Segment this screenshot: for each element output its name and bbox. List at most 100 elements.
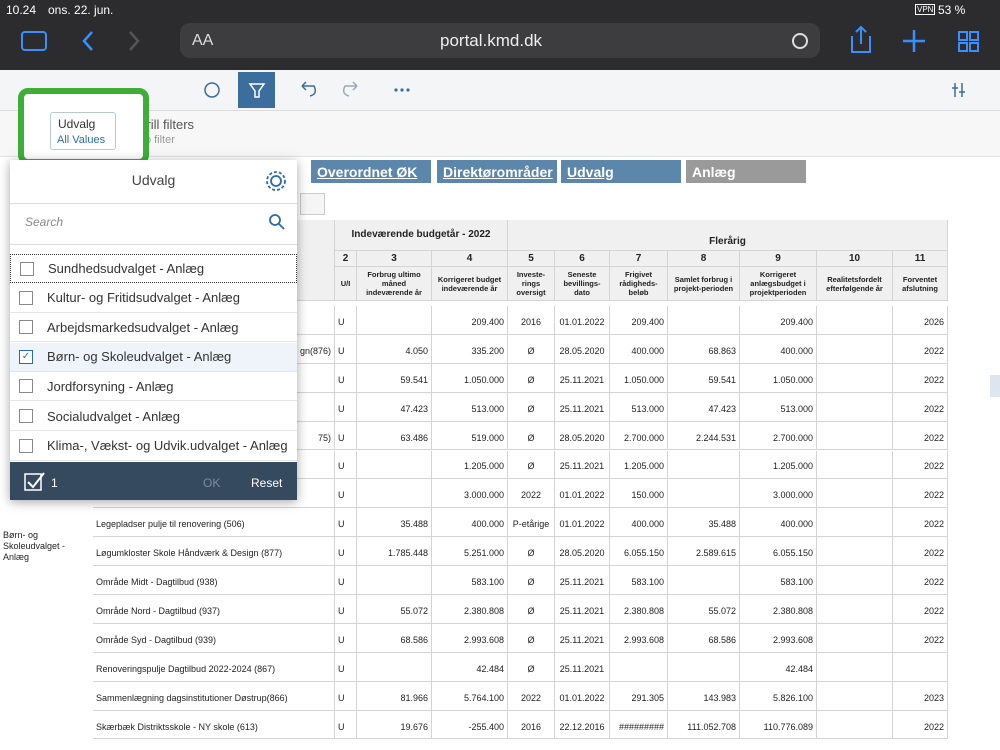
column-header: Samlet forbrug i projekt-perioden [668, 267, 740, 301]
chip-label: Udvalg [58, 117, 96, 131]
dimension-button[interactable]: Direktørområder [437, 160, 557, 183]
table-cell [357, 566, 432, 595]
table-cell: U [335, 392, 357, 422]
table-cell: Ø [508, 623, 555, 653]
table-cell [610, 652, 668, 682]
column-number: 3 [357, 251, 432, 267]
table-cell [668, 306, 740, 335]
ok-button[interactable]: OK [203, 476, 221, 490]
table-cell [357, 652, 432, 682]
table-cell: 63.486 [357, 421, 432, 451]
checkbox[interactable] [19, 409, 33, 423]
dropdown-item[interactable]: Socialudvalget - Anlæg [10, 402, 297, 431]
table-cell [668, 566, 740, 595]
dropdown-item[interactable]: ✓ Børn- og Skoleudvalget - Anlæg [10, 342, 297, 372]
undo-icon[interactable] [301, 81, 317, 97]
table-cell: 3.000.000 [740, 479, 817, 509]
table-cell: 150.000 [610, 479, 668, 509]
column-header: Seneste bevillings-dato [555, 267, 610, 301]
table-cell: 42.484 [740, 652, 817, 682]
table-cell: 01.01.2022 [555, 479, 610, 509]
table-cell: 1.205.000 [432, 450, 508, 480]
column-number: 7 [610, 251, 668, 267]
dropdown-item[interactable]: Klima-, Vækst- og Udvik.udvalget - Anlæg [10, 432, 297, 461]
table-cell: 583.100 [432, 566, 508, 595]
redo-icon[interactable] [342, 81, 358, 97]
dimension-button[interactable]: Udvalg [561, 160, 681, 183]
checkbox[interactable] [19, 290, 33, 305]
table-cell: U [335, 537, 357, 567]
new-tab-icon[interactable] [903, 30, 925, 52]
column-number: 9 [740, 251, 817, 267]
table-cell: 335.200 [432, 334, 508, 364]
column-header: Korrigeret budget indeværende år [432, 267, 508, 301]
refresh-icon[interactable] [204, 82, 220, 98]
reset-button[interactable]: Reset [251, 476, 283, 490]
row-name [93, 479, 335, 509]
checkbox[interactable] [19, 320, 33, 335]
table-cell: Ø [508, 421, 555, 451]
select-all-icon[interactable] [24, 471, 46, 493]
item-label: Børn- og Skoleudvalget - Anlæg [47, 349, 232, 365]
input-box[interactable] [300, 193, 325, 215]
dropdown-item[interactable]: Arbejdsmarkedsudvalget - Anlæg [10, 313, 297, 343]
checkbox[interactable]: ✓ [19, 349, 33, 364]
row-name: Sammenlægning dagsinstitutioner Døstrup(… [93, 681, 335, 711]
table-cell: 2022 [893, 450, 948, 480]
checkbox[interactable] [19, 438, 33, 453]
table-cell: U [335, 363, 357, 393]
share-icon[interactable] [851, 25, 871, 53]
row-name: Renoveringspulje Dagtilbud 2022-2024 (86… [93, 652, 335, 682]
url-field[interactable] [180, 23, 820, 58]
settings-icon[interactable] [952, 83, 965, 97]
table-cell: Ø [508, 334, 555, 364]
back-icon[interactable] [82, 31, 93, 51]
filter-chip[interactable] [50, 112, 116, 150]
table-cell: 2022 [893, 595, 948, 624]
table-cell: 47.423 [668, 392, 740, 422]
table-cell: Ø [508, 537, 555, 567]
row-name: Skærbæk Distriktsskole - NY skole (613) [93, 710, 335, 740]
group-label: Børn- og Skoleudvalget - Anlæg [3, 530, 66, 562]
column-number: 8 [668, 251, 740, 267]
table-cell: 2022 [893, 421, 948, 451]
table-cell: U [335, 479, 357, 509]
table-cell: U [335, 508, 357, 538]
column-header: Forbrug ultimo måned indeværende år [357, 267, 432, 301]
chip-value: All Values [57, 134, 106, 146]
table-cell: Ø [508, 652, 555, 682]
item-label: Klima-, Vækst- og Udvik.udvalget - Anlæg [47, 438, 288, 454]
table-cell [817, 595, 893, 624]
text-size-button[interactable]: AA [192, 32, 214, 49]
dimension-button[interactable]: Anlæg [686, 160, 806, 183]
dropdown-item[interactable]: Kultur- og Fritidsudvalget - Anlæg [10, 284, 297, 313]
sidebar-icon[interactable] [21, 31, 47, 51]
battery: 53 % [938, 3, 966, 17]
checkbox[interactable] [20, 261, 34, 276]
dropdown-title: Udvalg [131, 172, 176, 188]
dropdown-item[interactable]: Jordforsyning - Anlæg [10, 372, 297, 402]
table-cell: U [335, 595, 357, 624]
tabs-icon[interactable] [958, 31, 979, 52]
table-cell: 2022 [893, 537, 948, 567]
search-icon[interactable] [268, 213, 286, 231]
dropdown-item[interactable]: Sundhedsudvalget - Anlæg [10, 254, 297, 283]
search-field[interactable] [10, 203, 297, 245]
group-header: Indeværende budgetår - 2022 [335, 220, 508, 251]
forward-icon[interactable] [129, 31, 140, 51]
table-cell [817, 537, 893, 567]
dimension-button[interactable]: Overordnet ØK [311, 160, 431, 183]
table-cell: 25.11.2021 [555, 450, 610, 480]
table-cell: 5.826.100 [740, 681, 817, 711]
table-cell: 28.05.2020 [555, 334, 610, 364]
gear-icon[interactable] [264, 169, 288, 193]
reload-icon[interactable] [792, 33, 808, 49]
side-tab[interactable] [990, 375, 1000, 397]
table-cell: 2.993.608 [740, 623, 817, 653]
checkbox[interactable] [19, 379, 33, 394]
dropdown-footer [10, 462, 297, 500]
row-name: Løgumkloster Skole Håndværk & Design (87… [93, 537, 335, 567]
more-icon[interactable] [394, 88, 410, 92]
table-cell: 2.380.808 [610, 595, 668, 624]
filter-button[interactable] [238, 72, 275, 108]
